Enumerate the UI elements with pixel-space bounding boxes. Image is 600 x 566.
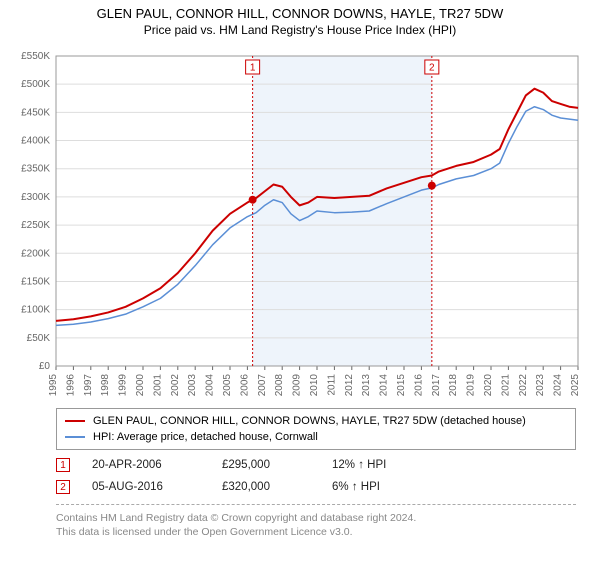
svg-text:1995: 1995: [48, 374, 59, 397]
svg-text:2022: 2022: [518, 374, 529, 397]
transactions-table: 1 20-APR-2006 £295,000 12% ↑ HPI 2 05-AU…: [56, 454, 452, 498]
svg-text:£200K: £200K: [21, 248, 50, 259]
attribution-line: This data is licensed under the Open Gov…: [56, 525, 576, 539]
transaction-date: 20-APR-2006: [92, 459, 222, 471]
chart-plot: £0 £50K £100K £150K £200K £250K £300K £350K £400…: [0, 50, 600, 400]
svg-text:2020: 2020: [483, 374, 494, 397]
svg-text:2010: 2010: [309, 374, 320, 397]
legend-swatch: [65, 420, 85, 422]
legend-row: GLEN PAUL, CONNOR HILL, CONNOR DOWNS, HA…: [65, 413, 567, 429]
svg-text:£300K: £300K: [21, 192, 50, 203]
svg-text:2013: 2013: [361, 374, 372, 397]
svg-text:2006: 2006: [239, 374, 250, 397]
svg-text:2024: 2024: [553, 374, 564, 397]
svg-text:2007: 2007: [257, 374, 268, 397]
svg-text:£50K: £50K: [27, 333, 51, 344]
chart-svg: £0 £50K £100K £150K £200K £250K £300K £350K £400…: [0, 50, 600, 400]
legend-label: HPI: Average price, detached house, Corn…: [93, 431, 318, 443]
svg-text:2000: 2000: [135, 374, 146, 397]
svg-text:£100K: £100K: [21, 305, 50, 316]
svg-text:2016: 2016: [413, 374, 424, 397]
svg-text:1: 1: [250, 63, 256, 74]
attribution: Contains HM Land Registry data © Crown c…: [56, 504, 576, 539]
svg-text:1999: 1999: [118, 374, 129, 397]
svg-text:2005: 2005: [222, 374, 233, 397]
marker-badge: 1: [56, 458, 70, 472]
svg-text:£500K: £500K: [21, 79, 50, 90]
svg-text:2011: 2011: [326, 374, 337, 396]
svg-text:2: 2: [429, 63, 435, 74]
svg-text:2023: 2023: [535, 374, 546, 397]
legend-row: HPI: Average price, detached house, Corn…: [65, 429, 567, 445]
marker-badge: 2: [56, 480, 70, 494]
svg-text:2001: 2001: [152, 374, 163, 397]
legend-swatch: [65, 436, 85, 438]
svg-text:2002: 2002: [170, 374, 181, 397]
svg-text:2009: 2009: [292, 374, 303, 397]
table-row: 2 05-AUG-2016 £320,000 6% ↑ HPI: [56, 476, 452, 498]
svg-text:2008: 2008: [274, 374, 285, 397]
svg-text:£250K: £250K: [21, 220, 50, 231]
svg-text:£150K: £150K: [21, 276, 50, 287]
svg-text:2014: 2014: [379, 374, 390, 397]
legend-label: GLEN PAUL, CONNOR HILL, CONNOR DOWNS, HA…: [93, 415, 526, 427]
transaction-price: £320,000: [222, 481, 332, 493]
svg-text:2021: 2021: [500, 374, 511, 397]
svg-text:£0: £0: [39, 361, 51, 372]
svg-text:£350K: £350K: [21, 164, 50, 175]
svg-text:2003: 2003: [187, 374, 198, 397]
svg-text:2025: 2025: [570, 374, 581, 397]
svg-text:£400K: £400K: [21, 136, 50, 147]
transaction-date: 05-AUG-2016: [92, 481, 222, 493]
chart-container: GLEN PAUL, CONNOR HILL, CONNOR DOWNS, HA…: [0, 6, 600, 566]
legend: GLEN PAUL, CONNOR HILL, CONNOR DOWNS, HA…: [56, 408, 576, 450]
svg-text:2017: 2017: [431, 374, 442, 397]
chart-title: GLEN PAUL, CONNOR HILL, CONNOR DOWNS, HA…: [0, 6, 600, 21]
chart-subtitle: Price paid vs. HM Land Registry's House …: [0, 23, 600, 37]
svg-text:1998: 1998: [100, 374, 111, 397]
svg-text:2012: 2012: [344, 374, 355, 397]
svg-text:2018: 2018: [448, 374, 459, 397]
transaction-price: £295,000: [222, 459, 332, 471]
svg-text:£550K: £550K: [21, 51, 50, 62]
table-row: 1 20-APR-2006 £295,000 12% ↑ HPI: [56, 454, 452, 476]
svg-text:2019: 2019: [466, 374, 477, 397]
svg-text:2004: 2004: [205, 374, 216, 397]
transaction-delta: 6% ↑ HPI: [332, 481, 452, 493]
svg-text:1996: 1996: [65, 374, 76, 397]
svg-text:£450K: £450K: [21, 107, 50, 118]
svg-text:1997: 1997: [83, 374, 94, 397]
attribution-line: Contains HM Land Registry data © Crown c…: [56, 511, 576, 525]
transaction-delta: 12% ↑ HPI: [332, 459, 452, 471]
svg-text:2015: 2015: [396, 374, 407, 397]
